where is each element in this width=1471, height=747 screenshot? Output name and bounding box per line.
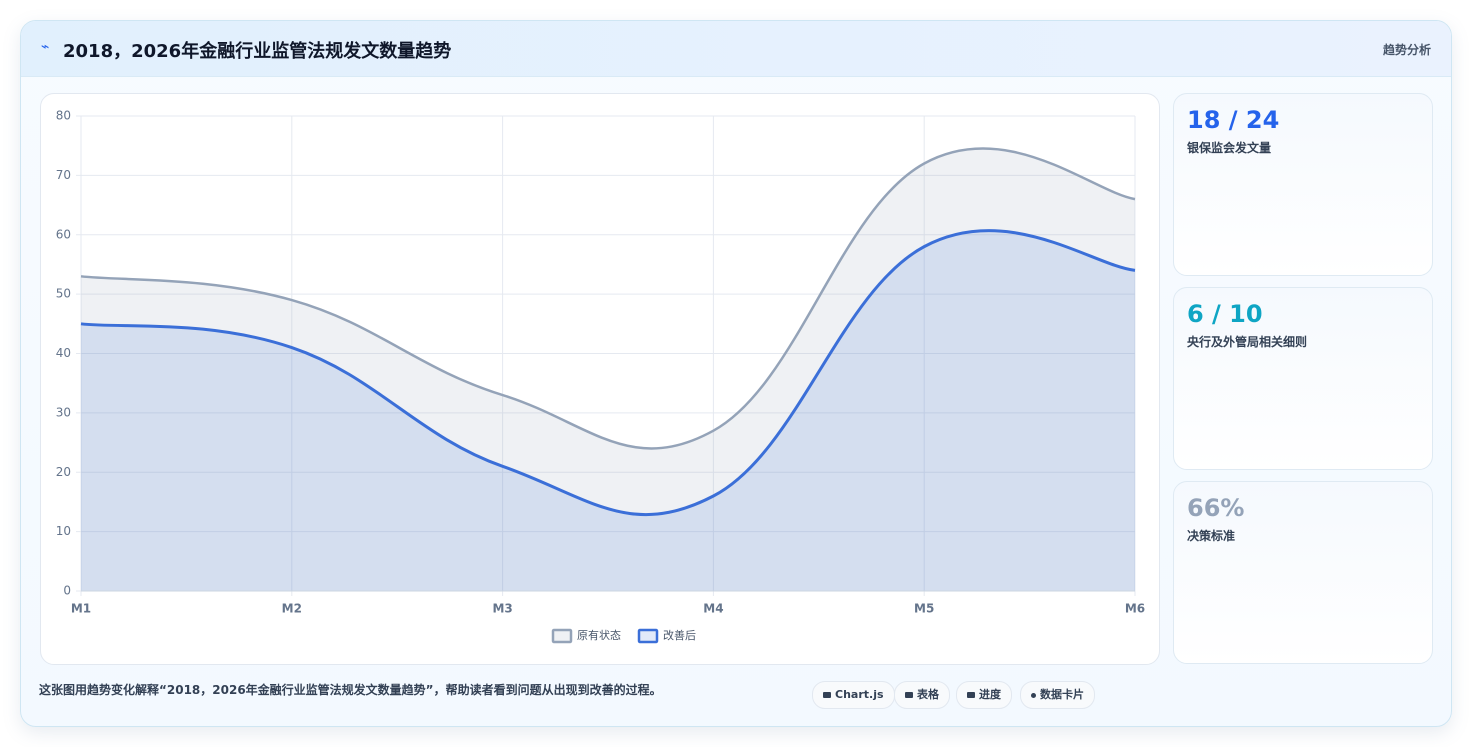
chip[interactable]: 表格: [894, 681, 950, 709]
card-value: 6 / 10: [1187, 300, 1263, 328]
footer-note: 这张图用趋势变化解释“2018，2026年金融行业监管法规发文数量趋势”，帮助读…: [39, 683, 662, 697]
header: ⌁ 2018，2026年金融行业监管法规发文数量趋势 趋势分析: [21, 21, 1451, 77]
x-tick-label: M6: [1125, 602, 1145, 616]
x-tick-label: M4: [703, 602, 723, 616]
stat-card: 66% 决策标准: [1173, 481, 1433, 664]
chip-label: Chart.js: [835, 688, 884, 701]
card-label: 决策标准: [1187, 529, 1236, 543]
line: [80, 229, 1136, 517]
card-label: 银保监会发文量: [1187, 141, 1272, 155]
panel: ⌁ 2018，2026年金融行业监管法规发文数量趋势 趋势分析 0 10 20 30 4…: [20, 20, 1452, 727]
y-tick-label: 60: [56, 227, 71, 241]
header-icon: ⌁: [41, 39, 50, 55]
y-tick-label: 80: [56, 109, 71, 123]
y-tick-label: 10: [56, 524, 71, 538]
y-tick-label: 30: [56, 405, 71, 419]
card-label: 央行及外管局相关细则: [1187, 335, 1308, 349]
y-tick-label: 20: [56, 465, 71, 479]
card-value: 66%: [1187, 494, 1245, 522]
legend-label: 原有状态: [577, 628, 621, 642]
chip[interactable]: 进度: [956, 681, 1012, 709]
x-tick-label: M5: [914, 602, 934, 616]
chip[interactable]: 数据卡片: [1020, 681, 1095, 709]
header-tag: 趋势分析: [1382, 43, 1431, 57]
y-tick-label: 50: [56, 287, 71, 301]
chip[interactable]: Chart.js: [812, 681, 895, 709]
x-tick-label: M1: [71, 602, 91, 616]
x-tick-label: M2: [282, 602, 302, 616]
legend-label: 改善后: [663, 628, 696, 642]
chart: 0 10 20 30 40 50 60 70 80 M1 M2 M3 M4 M5 M6 原有状态 改善后: [56, 109, 1145, 644]
chip-label: 进度: [979, 688, 1001, 701]
line: [80, 147, 1136, 450]
chip-label: 数据卡片: [1040, 688, 1084, 701]
y-tick-label: 40: [56, 346, 71, 360]
x-tick-label: M3: [492, 602, 512, 616]
legend-swatch: [637, 628, 659, 644]
chart-card: 0 10 20 30 40 50 60 70 80 M1 M2 M3 M4 M5 M6 原有状态 改善后: [40, 93, 1160, 665]
area: [81, 230, 1135, 591]
title: 2018，2026年金融行业监管法规发文数量趋势: [63, 41, 452, 62]
chip-label: 表格: [917, 688, 939, 701]
legend-swatch: [551, 628, 573, 644]
y-tick-label: 70: [56, 168, 71, 182]
y-tick-label: 0: [63, 584, 71, 598]
stat-card: 18 / 24 银保监会发文量: [1173, 93, 1433, 276]
card-value: 18 / 24: [1187, 106, 1280, 134]
area: [81, 148, 1135, 591]
stat-card: 6 / 10 央行及外管局相关细则: [1173, 287, 1433, 470]
